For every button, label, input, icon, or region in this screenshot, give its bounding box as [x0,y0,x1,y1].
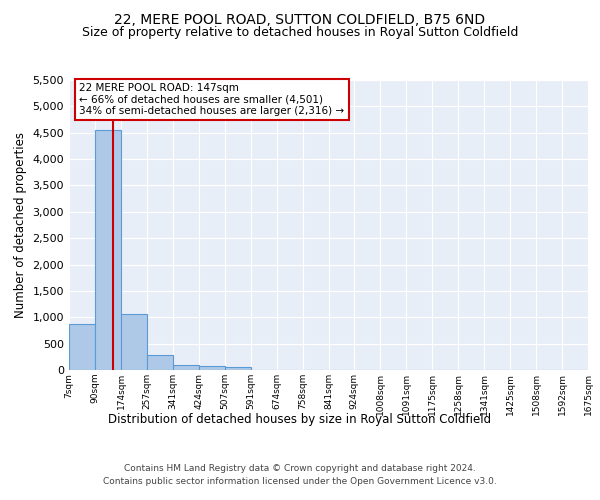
Text: Distribution of detached houses by size in Royal Sutton Coldfield: Distribution of detached houses by size … [109,412,491,426]
Text: 22, MERE POOL ROAD, SUTTON COLDFIELD, B75 6ND: 22, MERE POOL ROAD, SUTTON COLDFIELD, B7… [115,12,485,26]
Bar [199,366,224,370]
Y-axis label: Number of detached properties: Number of detached properties [14,132,27,318]
Bar [121,314,147,370]
Bar [95,130,121,370]
Bar [224,367,251,370]
Text: Contains public sector information licensed under the Open Government Licence v3: Contains public sector information licen… [103,478,497,486]
Text: Contains HM Land Registry data © Crown copyright and database right 2024.: Contains HM Land Registry data © Crown c… [124,464,476,473]
Text: 22 MERE POOL ROAD: 147sqm
← 66% of detached houses are smaller (4,501)
34% of se: 22 MERE POOL ROAD: 147sqm ← 66% of detac… [79,83,344,116]
Bar [147,354,173,370]
Bar [173,366,199,370]
Text: Size of property relative to detached houses in Royal Sutton Coldfield: Size of property relative to detached ho… [82,26,518,39]
Bar [69,324,95,370]
